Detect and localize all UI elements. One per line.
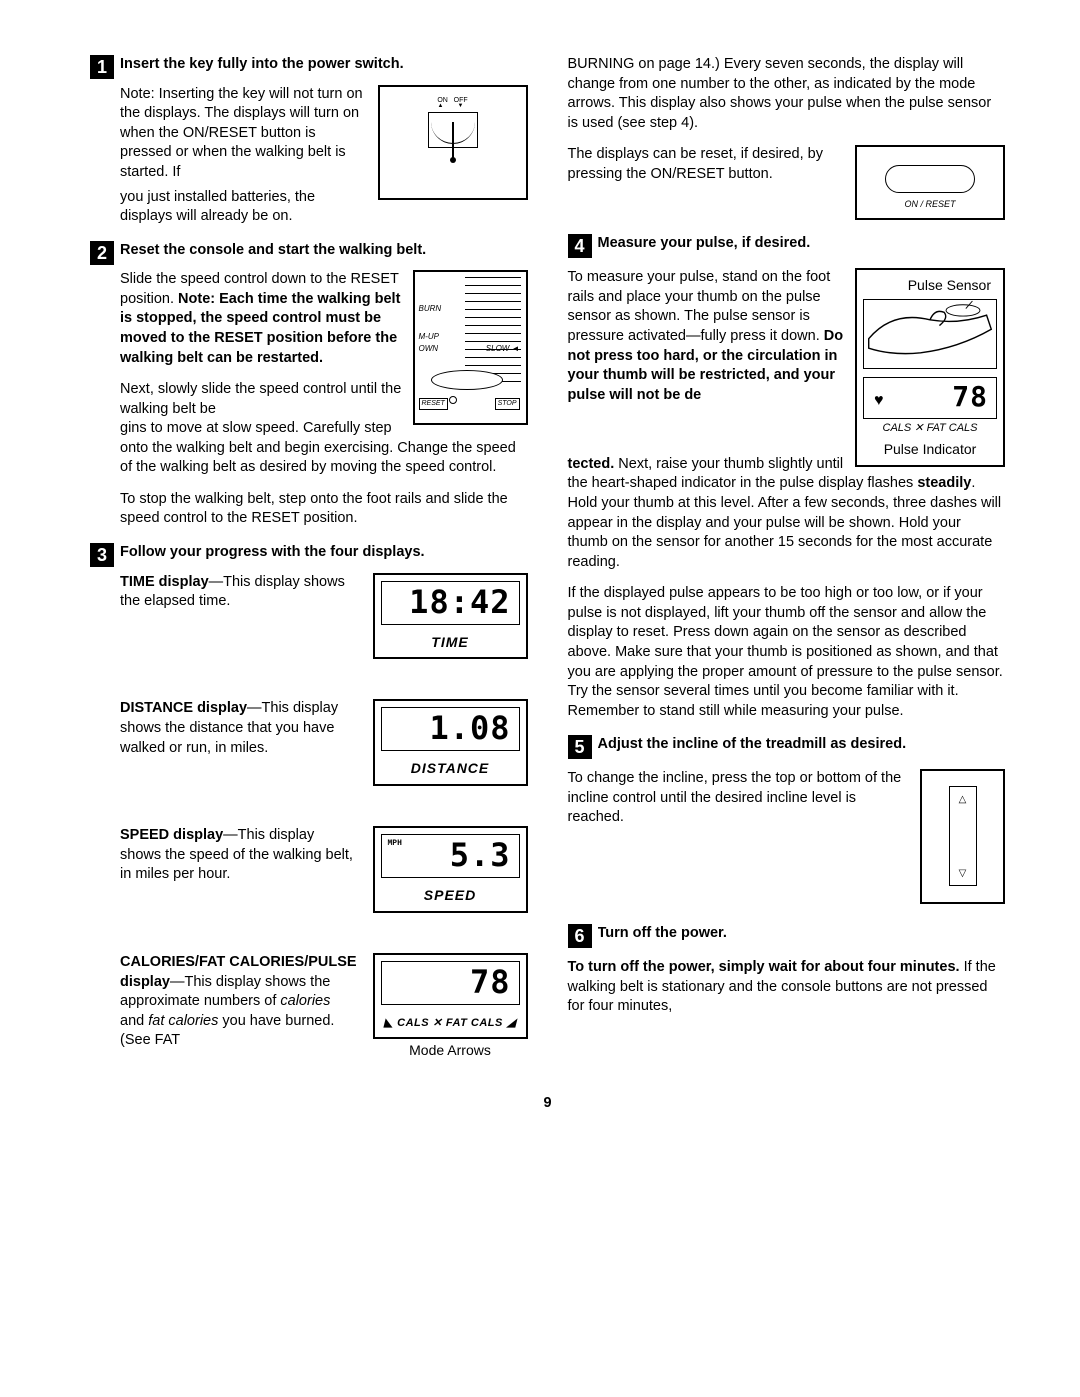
step-2-title: Reset the console and start the walking … (120, 241, 528, 261)
time-lcd: 18:42 TIME (373, 573, 528, 660)
cont-burning: BURNING on page 14.) Every seven seconds… (568, 55, 1006, 133)
right-column: BURNING on page 14.) Every seven seconds… (568, 55, 1006, 1074)
calories-display-row: CALORIES/FAT CALORIES/PULSE display—This… (120, 953, 528, 1060)
step-4: 4 Measure your pulse, if desired. Pulse … (568, 234, 1006, 721)
step-1-number: 1 (90, 55, 114, 79)
pulse-sensor-diagram: Pulse Sensor ♥ 78 CALS ✕ FAT CALS (855, 268, 1005, 467)
speed-control-diagram: BURN M-UP OWN SLOW ◄ RESET STOP (413, 270, 528, 425)
step-4-title: Measure your pulse, if desired. (598, 234, 1006, 254)
step-4-number: 4 (568, 234, 592, 258)
calories-lcd: 78 ◣ CALS ✕ FAT CALS ◢ (373, 953, 528, 1039)
step-2-number: 2 (90, 241, 114, 265)
page-number: 9 (90, 1094, 1005, 1114)
incline-control-diagram: △ ▽ (920, 769, 1005, 904)
step-1: 1 Insert the key fully into the power sw… (90, 55, 528, 227)
step-3-title: Follow your progress with the four displ… (120, 543, 528, 563)
onreset-diagram: ON / RESET (855, 145, 1005, 220)
speed-lcd: MPH5.3 SPEED (373, 826, 528, 913)
step-6: 6 Turn off the power. To turn off the po… (568, 924, 1006, 1017)
step-1-title: Insert the key fully into the power swit… (120, 55, 528, 75)
left-column: 1 Insert the key fully into the power sw… (90, 55, 528, 1074)
step-2: 2 Reset the console and start the walkin… (90, 241, 528, 529)
step-5: 5 Adjust the incline of the treadmill as… (568, 735, 1006, 904)
distance-display-row: DISTANCE display—This display shows the … (120, 699, 528, 812)
distance-lcd: 1.08 DISTANCE (373, 699, 528, 786)
step-3-number: 3 (90, 543, 114, 567)
step-6-title: Turn off the power. (598, 924, 1006, 944)
heart-icon: ♥ (874, 390, 884, 412)
key-diagram: ON OFF ▲ ▼ (378, 85, 528, 200)
step-6-number: 6 (568, 924, 592, 948)
step-5-title: Adjust the incline of the treadmill as d… (598, 735, 1006, 755)
step-5-number: 5 (568, 735, 592, 759)
speed-display-row: SPEED display—This display shows the spe… (120, 826, 528, 939)
mode-arrows-caption: Mode Arrows (373, 1041, 528, 1060)
time-display-row: TIME display—This display shows the elap… (120, 573, 528, 686)
step-3: 3 Follow your progress with the four dis… (90, 543, 528, 1060)
